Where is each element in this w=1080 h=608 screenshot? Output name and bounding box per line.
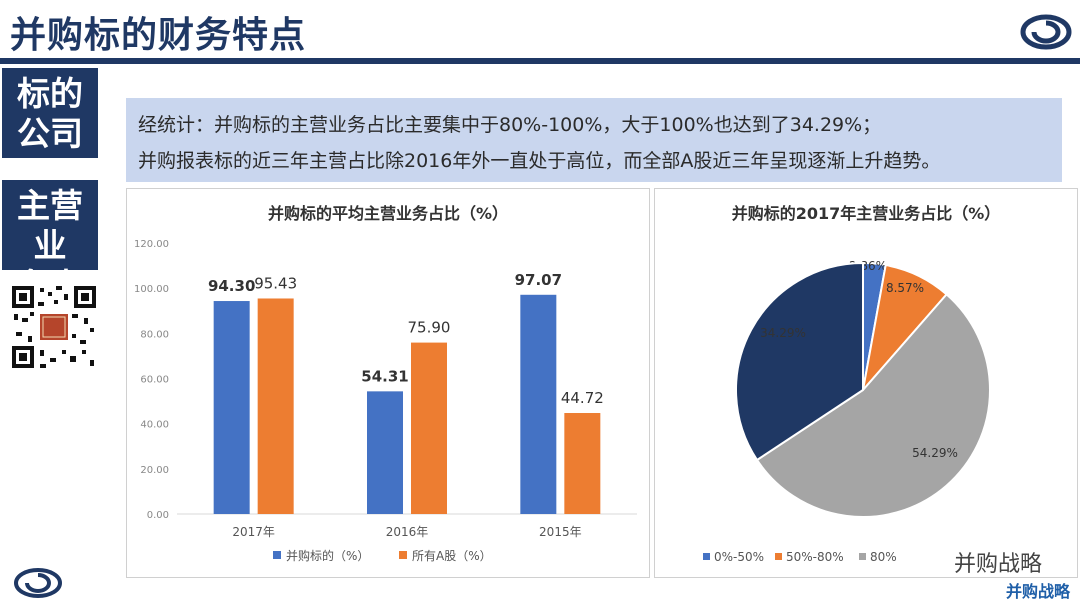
bar-value-label: 97.07 [515, 271, 562, 289]
y-tick-label: 20.00 [140, 465, 169, 476]
bar [411, 342, 447, 514]
bar-value-label: 94.30 [208, 277, 255, 295]
y-tick-label: 0.00 [147, 510, 169, 521]
legend-swatch [703, 553, 710, 560]
bar [520, 294, 557, 514]
y-tick-label: 40.00 [140, 420, 169, 431]
legend-swatch [859, 553, 866, 560]
watermark-text: 并购战略 [953, 552, 1042, 577]
sidebar-section-company: 标的 公司 [0, 66, 100, 160]
footer-logo-icon [14, 568, 62, 598]
pie-slice-label: 8.57% [886, 281, 924, 295]
bar-value-label: 75.90 [408, 319, 451, 337]
y-tick-label: 100.00 [134, 284, 169, 295]
page-title: 并购标的财务特点 [10, 15, 307, 56]
legend-label: 50%-80% [786, 550, 844, 564]
bar [564, 413, 601, 514]
brand-text: 并购战略 [1005, 582, 1070, 601]
x-tick-label: 2016年 [386, 525, 429, 539]
sidebar-label: 公司 [17, 114, 83, 153]
x-tick-label: 2015年 [539, 525, 582, 539]
y-tick-label: 60.00 [140, 375, 169, 386]
qr-code-icon [10, 284, 98, 370]
pie-slice [755, 292, 991, 518]
legend-label: 0%-50% [714, 550, 764, 564]
summary-line-1: 经统计：并购标的主营业务占比主要集中于80%-100%，大于100%也达到了34… [138, 114, 882, 136]
bar [367, 391, 403, 514]
summary-line-2: 并购报表标的近三年主营占比除2016年外一直处于高位，而全部A股近三年呈现逐渐上… [138, 150, 941, 172]
y-tick-label: 80.00 [140, 329, 169, 340]
pie-chart-title: 并购标的2017年主营业务占比（%） [732, 204, 1001, 223]
pie-chart: 并购标的2017年主营业务占比（%） 2.86%8.57%54.29%34.29… [703, 204, 1001, 564]
bar-value-label: 44.72 [561, 389, 604, 407]
pie-slice-label: 34.29% [760, 326, 806, 340]
bar-chart-title: 并购标的平均主营业务占比（%） [268, 204, 508, 223]
bar-chart: 并购标的平均主营业务占比（%） 0.00 20.00 40.00 60.00 80.00… [134, 204, 637, 563]
sidebar-label: 主营业 [17, 186, 83, 265]
legend-label: 并购标的（%） [286, 548, 369, 563]
bar [257, 298, 294, 514]
company-logo-icon [1020, 14, 1072, 50]
sidebar-label: 标的 [17, 74, 83, 113]
bar-chart-panel: 并购标的平均主营业务占比（%） 0.00 20.00 40.00 60.00 80.00… [126, 188, 650, 578]
x-tick-label: 2017年 [232, 525, 275, 539]
legend-label: 80% [870, 550, 897, 564]
pie-slice [735, 261, 864, 462]
y-tick-label: 120.00 [134, 239, 169, 250]
summary-banner: 经统计：并购标的主营业务占比主要集中于80%-100%，大于100%也达到了34… [126, 98, 1062, 182]
bar-value-label: 54.31 [361, 367, 408, 385]
pie-slice-label: 54.29% [912, 446, 958, 460]
bar-value-label: 95.43 [254, 274, 297, 292]
legend-swatch [399, 551, 407, 559]
legend-label: 所有A股（%） [412, 549, 492, 563]
sidebar-section-revenue: 主营业 务占比 [0, 178, 100, 345]
legend-swatch [273, 551, 281, 559]
pie-chart-panel: 并购标的2017年主营业务占比（%） 2.86% 8.57% 54.29% 34.29… [654, 188, 1078, 578]
legend-swatch [775, 553, 782, 560]
bar [213, 301, 250, 514]
header-divider [0, 58, 1080, 64]
